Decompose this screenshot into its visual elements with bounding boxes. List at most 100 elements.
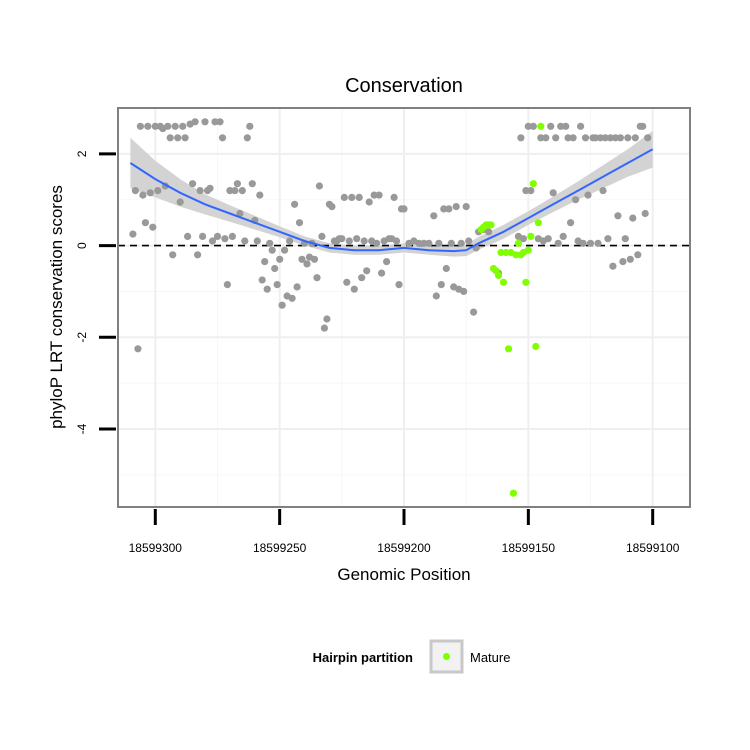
point-mature-8: [497, 248, 505, 257]
point-gray-112: [415, 239, 423, 247]
point-gray-166: [591, 134, 600, 142]
point-gray-174: [611, 134, 620, 142]
point-gray-39: [226, 187, 234, 195]
point-gray-148: [547, 122, 555, 130]
point-gray-91: [355, 193, 363, 201]
point-mature-24: [537, 122, 545, 130]
point-gray-186: [641, 209, 649, 218]
point-gray-59: [276, 255, 284, 263]
legend-title: Hairpin partition: [313, 650, 413, 665]
point-gray-169: [599, 187, 607, 195]
point-gray-99: [375, 191, 383, 199]
point-gray-31: [206, 184, 214, 192]
point-gray-3: [136, 122, 144, 130]
point-gray-172: [606, 134, 615, 142]
point-gray-51: [256, 191, 264, 199]
x-axis-title: Genomic Position: [337, 565, 470, 584]
point-gray-157: [569, 134, 577, 142]
point-gray-118: [437, 281, 445, 289]
legend: Hairpin partition Mature: [313, 639, 510, 674]
point-gray-129: [465, 237, 473, 245]
point-gray-60: [278, 301, 286, 309]
plot-panel: [117, 107, 691, 508]
point-mature-20: [527, 232, 535, 240]
point-gray-18: [174, 134, 182, 142]
point-gray-115: [430, 212, 438, 220]
point-gray-102: [383, 258, 391, 266]
points-layer: [129, 118, 652, 497]
point-gray-86: [343, 278, 351, 286]
point-gray-34: [213, 232, 222, 240]
point-gray-16: [169, 251, 177, 259]
point-gray-80: [328, 203, 336, 211]
point-gray-54: [263, 285, 271, 293]
point-gray-40: [228, 232, 236, 240]
point-gray-8: [149, 223, 157, 231]
point-gray-160: [577, 122, 585, 130]
y-tick-label-2: -2: [75, 332, 89, 343]
smooth-line: [129, 148, 654, 253]
point-gray-162: [581, 134, 590, 142]
point-gray-58: [273, 281, 281, 289]
point-gray-146: [542, 134, 550, 142]
point-gray-45: [241, 237, 249, 245]
point-gray-9: [151, 122, 159, 130]
point-gray-176: [616, 134, 625, 142]
point-gray-14: [164, 122, 172, 130]
point-gray-53: [261, 258, 269, 266]
point-gray-22: [184, 232, 192, 240]
point-mature-9: [499, 278, 508, 286]
point-gray-42: [233, 180, 241, 188]
point-gray-147: [544, 235, 552, 243]
point-mature-23: [534, 219, 542, 227]
point-gray-52: [258, 276, 266, 284]
y-axis: 2 0 -2 -4: [75, 150, 116, 434]
point-gray-185: [639, 122, 647, 130]
point-gray-17: [171, 122, 179, 130]
point-gray-151: [554, 239, 562, 247]
point-gray-182: [631, 134, 639, 142]
point-gray-93: [360, 237, 368, 245]
x-tick-label-2: 18599200: [377, 541, 431, 555]
point-gray-75: [315, 182, 323, 190]
legend-key-mature: [443, 653, 450, 660]
point-gray-128: [462, 203, 470, 211]
point-gray-48: [248, 180, 256, 188]
point-gray-89: [350, 285, 358, 293]
point-mature-18: [522, 278, 530, 286]
point-gray-50: [253, 237, 261, 245]
point-gray-109: [400, 205, 408, 213]
point-gray-106: [392, 237, 401, 245]
point-gray-61: [281, 246, 289, 254]
point-gray-38: [223, 281, 231, 289]
point-gray-121: [445, 205, 453, 213]
point-gray-140: [524, 122, 532, 130]
point-gray-130: [470, 308, 478, 316]
point-gray-64: [288, 294, 296, 302]
point-gray-152: [557, 122, 565, 130]
point-gray-183: [634, 251, 642, 259]
point-gray-175: [614, 212, 622, 220]
point-gray-44: [238, 187, 246, 195]
y-tick-label-0: 2: [75, 150, 89, 157]
point-gray-164: [586, 239, 595, 247]
point-gray-154: [562, 122, 570, 130]
chart-title: Conservation: [345, 75, 463, 97]
point-gray-178: [621, 235, 629, 243]
point-gray-117: [435, 239, 443, 247]
point-gray-158: [572, 196, 580, 204]
point-gray-137: [517, 134, 525, 142]
point-gray-113: [420, 239, 428, 247]
point-gray-114: [425, 239, 433, 247]
point-mature-22: [532, 342, 540, 351]
point-gray-187: [644, 134, 652, 142]
point-gray-122: [447, 239, 455, 247]
point-gray-24: [189, 180, 197, 188]
point-gray-126: [457, 239, 465, 247]
smooth-line-layer: [129, 148, 654, 253]
point-gray-0: [129, 230, 137, 238]
point-gray-167: [594, 239, 602, 247]
point-gray-87: [345, 237, 353, 245]
point-gray-98: [373, 239, 381, 247]
